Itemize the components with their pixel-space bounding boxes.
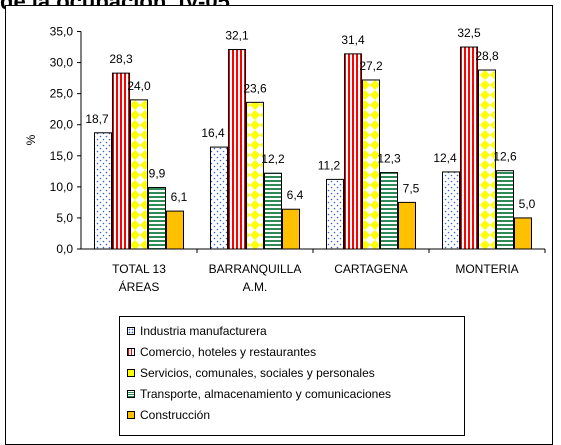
x-category-label: BARRANQUILLA <box>209 262 302 276</box>
data-label: 18,7 <box>85 112 109 126</box>
x-category-label: CARTAGENA <box>334 262 408 276</box>
bar <box>282 208 300 250</box>
chart-legend: Industria manufacturera Comercio, hoteles… <box>119 316 465 436</box>
y-axis-title: % <box>24 134 38 145</box>
bar <box>380 172 398 250</box>
bar <box>326 178 344 250</box>
data-label: 6,4 <box>287 188 304 202</box>
data-label: 12,2 <box>261 152 285 166</box>
data-label: 24,0 <box>127 79 151 93</box>
bar <box>514 217 532 250</box>
bar <box>210 146 228 250</box>
bar <box>228 49 246 250</box>
x-category-label: MONTERIA <box>455 262 518 276</box>
data-label: 7,5 <box>403 181 420 195</box>
legend-swatch <box>127 326 135 335</box>
legend-label: Construcción <box>140 407 211 422</box>
bar <box>460 46 478 250</box>
data-label: 16,4 <box>201 126 225 140</box>
legend-entry: Transporte, almacenamiento y comunicacio… <box>127 383 464 404</box>
bar <box>398 201 416 250</box>
x-category-label: TOTAL 13 <box>112 262 166 276</box>
legend-entry: Industria manufacturera <box>127 320 464 341</box>
bar <box>264 172 282 250</box>
data-label: 28,8 <box>475 49 499 63</box>
data-label: 23,6 <box>243 81 267 95</box>
y-tick-label: 10,0 <box>50 180 74 194</box>
bar <box>362 79 380 250</box>
data-label: 12,4 <box>433 151 457 165</box>
y-tick-label: 25,0 <box>50 87 74 101</box>
data-label: 11,2 <box>318 158 341 172</box>
chart-plot: 0,0 5,0 10,0 15,0 20,0 25,0 30,0 35,0% TOTAL 13 Á… <box>24 25 546 294</box>
y-tick-label: 35,0 <box>50 25 74 39</box>
x-category-label: A.M. <box>243 280 268 294</box>
legend-entry: Comercio, hoteles y restaurantes <box>127 341 464 362</box>
y-tick-label: 15,0 <box>50 149 74 163</box>
data-label: 28,3 <box>109 52 133 66</box>
bar <box>478 69 496 250</box>
legend-label: Industria manufacturera <box>140 323 267 338</box>
bar <box>112 72 130 250</box>
y-tick-label: 0,0 <box>56 242 73 256</box>
bar <box>130 99 148 250</box>
bar <box>246 101 264 250</box>
legend-entry: Servicios, comunales, sociales y persona… <box>127 362 464 383</box>
data-label: 12,3 <box>377 152 401 166</box>
data-label: 12,6 <box>493 150 517 164</box>
data-label: 27,2 <box>359 59 383 73</box>
bar <box>442 171 460 250</box>
legend-swatch <box>127 368 135 377</box>
data-label: 9,9 <box>149 166 166 180</box>
data-label: 32,5 <box>457 26 481 40</box>
legend-label: Transporte, almacenamiento y comunicacio… <box>140 386 392 401</box>
legend-swatch <box>127 347 135 356</box>
bar <box>166 210 184 250</box>
bar <box>344 53 362 250</box>
data-label: 5,0 <box>519 197 536 211</box>
data-label: 31,4 <box>341 33 365 47</box>
legend-swatch <box>127 389 135 398</box>
y-tick-label: 5,0 <box>56 211 73 225</box>
bar <box>148 186 166 250</box>
legend-entry: Construcción <box>127 404 464 425</box>
legend-label: Comercio, hoteles y restaurantes <box>140 344 317 359</box>
x-category-label: ÁREAS <box>119 279 160 294</box>
y-tick-label: 30,0 <box>50 56 74 70</box>
legend-swatch <box>127 410 135 419</box>
y-tick-label: 20,0 <box>50 118 74 132</box>
legend-label: Servicios, comunales, sociales y persona… <box>140 365 375 380</box>
data-label: 6,1 <box>171 190 188 204</box>
bar <box>94 132 112 250</box>
bar <box>496 170 514 250</box>
data-label: 32,1 <box>225 29 249 43</box>
